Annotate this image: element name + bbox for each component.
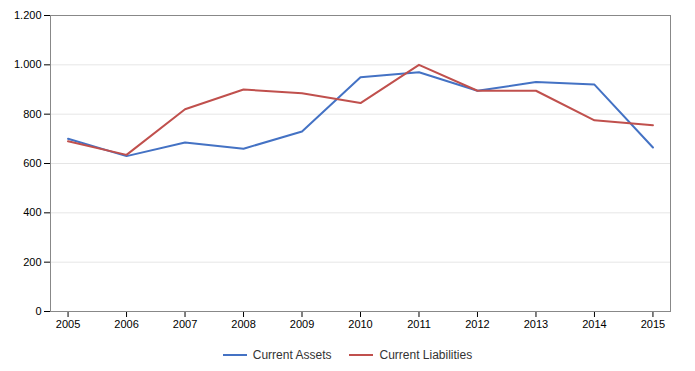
svg-text:2007: 2007 [173,318,197,330]
svg-text:2010: 2010 [348,318,372,330]
svg-text:2013: 2013 [524,318,548,330]
svg-text:2008: 2008 [231,318,255,330]
svg-text:800: 800 [23,108,41,120]
svg-text:2015: 2015 [641,318,665,330]
svg-text:0: 0 [35,305,41,317]
svg-text:400: 400 [23,206,41,218]
svg-text:2012: 2012 [465,318,489,330]
svg-text:600: 600 [23,157,41,169]
html-text:Current Assets: Current Assets [252,348,332,362]
svg-text:2014: 2014 [582,318,606,330]
html-text:Current Liabilities: Current Liabilities [379,348,473,362]
svg-text:2011: 2011 [407,318,431,330]
svg-text:2005: 2005 [56,318,80,330]
svg-text:200: 200 [23,256,41,268]
svg-text:1.000: 1.000 [14,58,42,70]
svg-text:2006: 2006 [114,318,138,330]
svg-text:1.200: 1.200 [14,9,42,21]
svg-text:2009: 2009 [290,318,314,330]
